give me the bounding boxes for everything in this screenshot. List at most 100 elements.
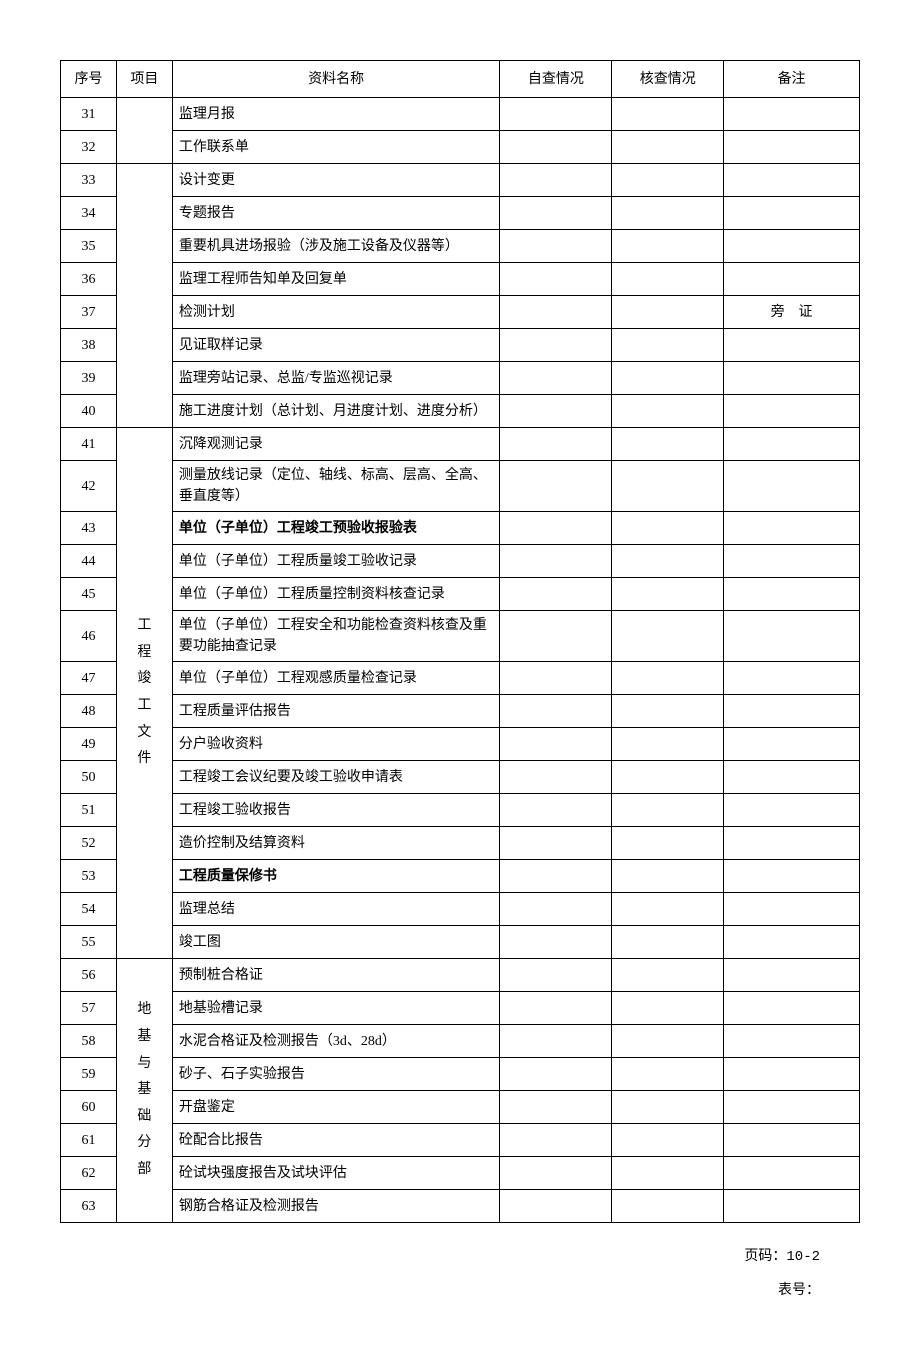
cell-remark xyxy=(724,959,860,992)
table-row: 47 单位（子单位）工程观感质量检查记录 xyxy=(61,662,860,695)
col-header-name: 资料名称 xyxy=(172,61,500,98)
cell-name: 造价控制及结算资料 xyxy=(172,827,500,860)
cell-seq: 52 xyxy=(61,827,117,860)
cell-seq: 48 xyxy=(61,695,117,728)
cell-check xyxy=(612,131,724,164)
cell-project: 工 程 竣 工 文 件 xyxy=(116,428,172,959)
cell-self xyxy=(500,428,612,461)
cell-remark xyxy=(724,512,860,545)
cell-remark xyxy=(724,926,860,959)
cell-self xyxy=(500,662,612,695)
cell-remark xyxy=(724,1091,860,1124)
cell-check xyxy=(612,296,724,329)
cell-remark xyxy=(724,860,860,893)
cell-self xyxy=(500,395,612,428)
cell-name: 砼配合比报告 xyxy=(172,1124,500,1157)
cell-remark xyxy=(724,1190,860,1223)
table-header-row: 序号 项目 资料名称 自查情况 核查情况 备注 xyxy=(61,61,860,98)
cell-name: 沉降观测记录 xyxy=(172,428,500,461)
cell-self xyxy=(500,1157,612,1190)
cell-self xyxy=(500,1190,612,1223)
cell-check xyxy=(612,230,724,263)
cell-seq: 59 xyxy=(61,1058,117,1091)
cell-seq: 57 xyxy=(61,992,117,1025)
cell-self xyxy=(500,461,612,512)
cell-seq: 60 xyxy=(61,1091,117,1124)
cell-seq: 47 xyxy=(61,662,117,695)
table-row: 56 地 基 与 基 础 分 部 预制桩合格证 xyxy=(61,959,860,992)
cell-name: 竣工图 xyxy=(172,926,500,959)
table-row: 42 测量放线记录（定位、轴线、标高、层高、全高、垂直度等） xyxy=(61,461,860,512)
cell-self xyxy=(500,164,612,197)
cell-seq: 54 xyxy=(61,893,117,926)
cell-check xyxy=(612,197,724,230)
cell-seq: 62 xyxy=(61,1157,117,1190)
table-row: 41 工 程 竣 工 文 件 沉降观测记录 xyxy=(61,428,860,461)
cell-self xyxy=(500,362,612,395)
cell-remark xyxy=(724,164,860,197)
table-row: 35 重要机具进场报验（涉及施工设备及仪器等） xyxy=(61,230,860,263)
cell-remark xyxy=(724,197,860,230)
cell-name: 监理工程师告知单及回复单 xyxy=(172,263,500,296)
cell-check xyxy=(612,98,724,131)
cell-self xyxy=(500,1091,612,1124)
table-row: 46 单位（子单位）工程安全和功能检查资料核查及重要功能抽查记录 xyxy=(61,611,860,662)
cell-check xyxy=(612,329,724,362)
cell-self xyxy=(500,1124,612,1157)
cell-remark xyxy=(724,131,860,164)
cell-seq: 49 xyxy=(61,728,117,761)
col-header-remark: 备注 xyxy=(724,61,860,98)
cell-check xyxy=(612,959,724,992)
cell-check xyxy=(612,1058,724,1091)
cell-seq: 51 xyxy=(61,794,117,827)
cell-name: 检测计划 xyxy=(172,296,500,329)
cell-remark xyxy=(724,461,860,512)
cell-remark: 旁 证 xyxy=(724,296,860,329)
table-row: 48 工程质量评估报告 xyxy=(61,695,860,728)
checklist-table: 序号 项目 资料名称 自查情况 核查情况 备注 31 监理月报 32 工作联系单… xyxy=(60,60,860,1223)
cell-check xyxy=(612,662,724,695)
cell-check xyxy=(612,611,724,662)
cell-self xyxy=(500,545,612,578)
cell-check xyxy=(612,164,724,197)
cell-remark xyxy=(724,329,860,362)
cell-name: 重要机具进场报验（涉及施工设备及仪器等） xyxy=(172,230,500,263)
cell-remark xyxy=(724,992,860,1025)
cell-check xyxy=(612,1124,724,1157)
cell-self xyxy=(500,827,612,860)
cell-self xyxy=(500,98,612,131)
cell-seq: 41 xyxy=(61,428,117,461)
cell-name: 砼试块强度报告及试块评估 xyxy=(172,1157,500,1190)
table-row: 59 砂子、石子实验报告 xyxy=(61,1058,860,1091)
cell-check xyxy=(612,893,724,926)
cell-self xyxy=(500,611,612,662)
cell-name: 设计变更 xyxy=(172,164,500,197)
cell-seq: 33 xyxy=(61,164,117,197)
cell-project xyxy=(116,98,172,164)
cell-name: 单位（子单位）工程观感质量检查记录 xyxy=(172,662,500,695)
cell-self xyxy=(500,794,612,827)
cell-name: 工程质量评估报告 xyxy=(172,695,500,728)
cell-check xyxy=(612,428,724,461)
cell-remark xyxy=(724,428,860,461)
cell-remark xyxy=(724,611,860,662)
cell-name: 预制桩合格证 xyxy=(172,959,500,992)
cell-self xyxy=(500,959,612,992)
table-row: 54 监理总结 xyxy=(61,893,860,926)
cell-name: 工程质量保修书 xyxy=(172,860,500,893)
cell-remark xyxy=(724,395,860,428)
cell-check xyxy=(612,761,724,794)
cell-seq: 35 xyxy=(61,230,117,263)
cell-check xyxy=(612,827,724,860)
cell-name: 分户验收资料 xyxy=(172,728,500,761)
cell-seq: 56 xyxy=(61,959,117,992)
cell-self xyxy=(500,263,612,296)
col-header-self: 自查情况 xyxy=(500,61,612,98)
cell-self xyxy=(500,230,612,263)
cell-remark xyxy=(724,1025,860,1058)
cell-check xyxy=(612,362,724,395)
cell-name: 工程竣工会议纪要及竣工验收申请表 xyxy=(172,761,500,794)
cell-name: 地基验槽记录 xyxy=(172,992,500,1025)
cell-seq: 36 xyxy=(61,263,117,296)
cell-self xyxy=(500,992,612,1025)
